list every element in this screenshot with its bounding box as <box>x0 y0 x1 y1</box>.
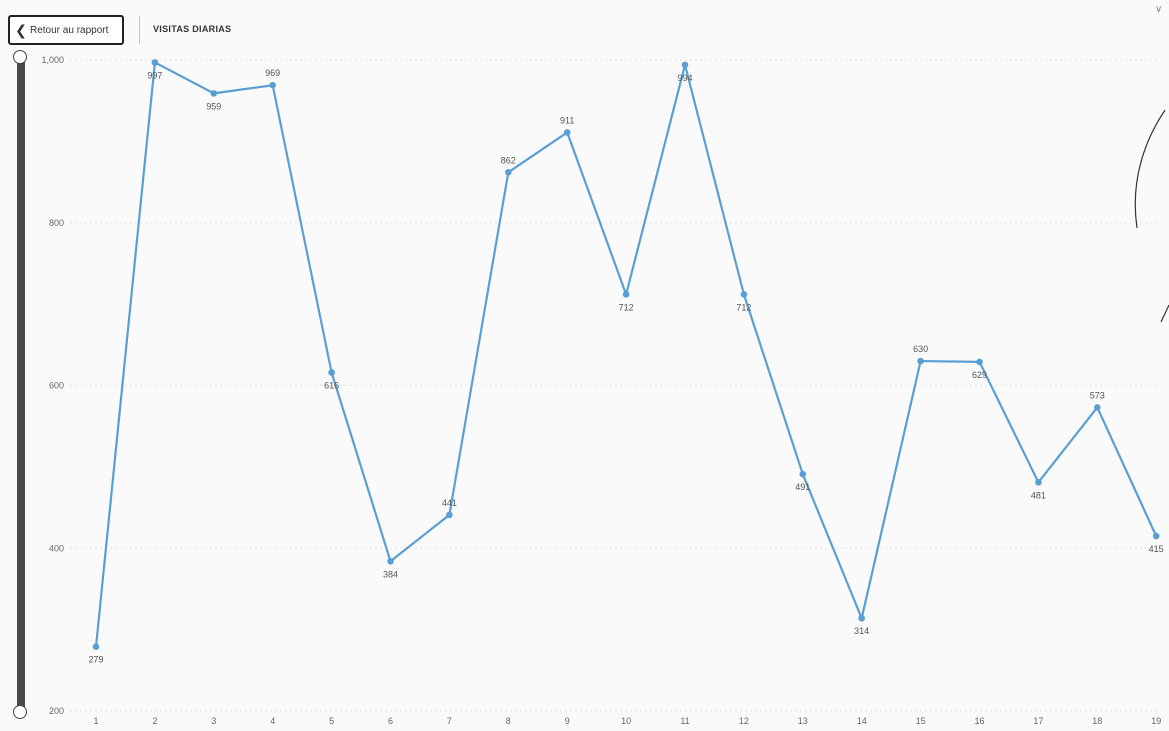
x-tick-label: 2 <box>152 716 157 726</box>
series-visitas <box>92 59 1160 651</box>
data-label: 712 <box>619 302 634 312</box>
x-tick-label: 1 <box>93 716 98 726</box>
data-point[interactable] <box>681 61 689 69</box>
data-label: 314 <box>854 626 869 636</box>
data-point[interactable] <box>799 470 807 478</box>
x-tick-label: 11 <box>680 716 689 726</box>
y-tick-label: 1,000 <box>41 55 64 65</box>
x-tick-label: 16 <box>974 716 984 726</box>
chevron-left-icon: ❮ <box>15 21 27 38</box>
x-tick-label: 14 <box>857 716 867 726</box>
data-label: 630 <box>913 344 928 354</box>
x-tick-label: 12 <box>739 716 749 726</box>
top-bar: ❮ Retour au rapport VISITAS DIARIAS ∨ <box>0 0 1169 60</box>
data-label: 629 <box>972 370 987 380</box>
x-tick-label: 13 <box>798 716 808 726</box>
data-label: 712 <box>736 302 751 312</box>
data-label: 573 <box>1090 390 1105 400</box>
data-point[interactable] <box>1152 532 1160 540</box>
data-point[interactable] <box>1035 479 1042 486</box>
data-label: 384 <box>383 569 398 579</box>
x-tick-label: 4 <box>270 716 275 726</box>
x-tick-label: 7 <box>447 716 452 726</box>
data-point[interactable] <box>505 168 512 176</box>
data-point[interactable] <box>622 291 630 298</box>
y-tick-label: 800 <box>49 218 64 228</box>
data-label: 997 <box>147 70 162 80</box>
data-point[interactable] <box>210 90 218 97</box>
data-point[interactable] <box>328 369 335 376</box>
data-point[interactable] <box>858 614 865 622</box>
x-tick-label: 10 <box>621 716 631 726</box>
data-point[interactable] <box>563 129 571 136</box>
data-label: 969 <box>265 68 280 78</box>
x-tick-label: 5 <box>329 716 334 726</box>
data-point[interactable] <box>446 511 453 519</box>
data-point[interactable] <box>387 557 394 565</box>
x-tick-label: 8 <box>506 716 511 726</box>
data-labels: 279 997 959 969 616 384 441 862 911 712 994 712 491 3… <box>88 68 1163 664</box>
data-label: 415 <box>1149 544 1164 554</box>
x-tick-label: 6 <box>388 716 393 726</box>
y-axis-ticks: 200 400 600 800 1,000 <box>41 55 64 716</box>
pen-mark <box>1125 110 1169 340</box>
y-tick-label: 200 <box>49 706 64 716</box>
data-point[interactable] <box>740 291 748 298</box>
y-tick-label: 400 <box>49 543 64 553</box>
data-label: 911 <box>560 115 574 125</box>
x-tick-label: 3 <box>211 716 216 726</box>
x-tick-label: 17 <box>1033 716 1043 726</box>
zoom-slider-top-handle[interactable] <box>13 50 27 64</box>
data-label: 279 <box>88 655 103 665</box>
zoom-slider-track[interactable] <box>17 56 25 712</box>
x-tick-label: 9 <box>565 716 570 726</box>
data-label: 994 <box>677 73 692 83</box>
data-label: 959 <box>206 101 221 111</box>
x-tick-label: 18 <box>1092 716 1102 726</box>
x-tick-label: 15 <box>916 716 926 726</box>
data-point[interactable] <box>92 643 100 651</box>
back-to-report-button[interactable]: ❮ Retour au rapport <box>8 15 124 45</box>
header-divider <box>139 16 140 44</box>
chevron-down-icon[interactable]: ∨ <box>1155 4 1163 15</box>
data-point[interactable] <box>917 357 924 365</box>
back-to-report-label: Retour au rapport <box>30 24 109 36</box>
series-line <box>94 61 1158 647</box>
data-label: 491 <box>795 482 810 492</box>
zoom-slider-bottom-handle[interactable] <box>13 705 27 719</box>
x-axis-ticks: 1 2 3 4 5 6 7 8 9 10 11 12 13 14 15 16 17 18 19 <box>93 716 1161 726</box>
data-label: 441 <box>442 498 457 508</box>
data-label: 481 <box>1031 490 1046 500</box>
data-point[interactable] <box>976 358 983 366</box>
data-point[interactable] <box>151 59 159 66</box>
y-tick-label: 600 <box>49 381 64 391</box>
data-label: 862 <box>501 155 516 165</box>
x-tick-label: 19 <box>1151 716 1161 726</box>
grid-lines <box>70 59 1160 712</box>
data-point[interactable] <box>1094 404 1101 411</box>
visual-title: VISITAS DIARIAS <box>153 24 232 34</box>
data-label: 616 <box>324 380 339 390</box>
data-point[interactable] <box>269 81 277 89</box>
